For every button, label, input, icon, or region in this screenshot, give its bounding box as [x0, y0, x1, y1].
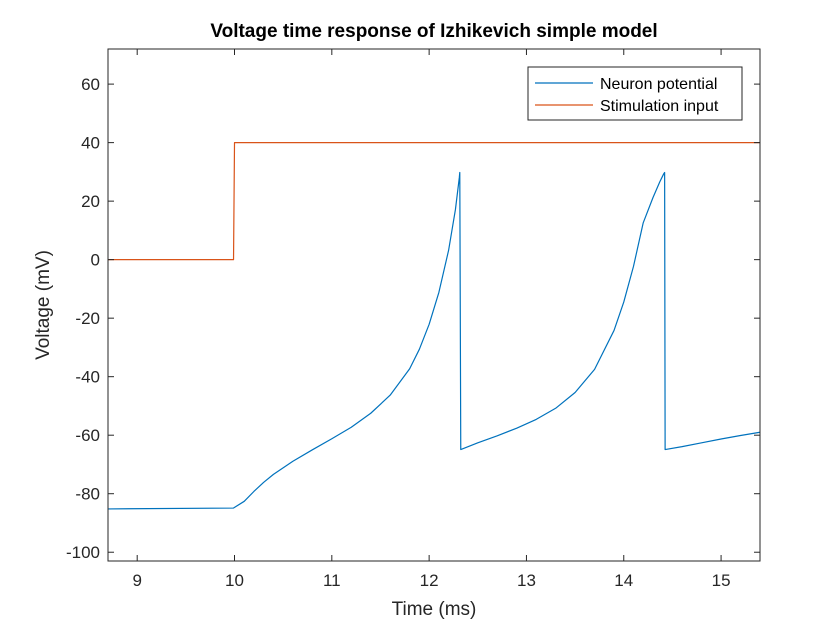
- y-tick-label: 60: [81, 75, 100, 94]
- y-tick-label: -80: [75, 485, 100, 504]
- y-tick-label: 40: [81, 134, 100, 153]
- y-tick-label: -100: [66, 543, 100, 562]
- y-tick-label: -40: [75, 368, 100, 387]
- x-tick-label: 10: [225, 571, 244, 590]
- legend-box: [527, 66, 743, 121]
- y-tick-label: 0: [91, 251, 100, 270]
- legend-label-neuron-potential: Neuron potential: [600, 76, 717, 93]
- series-line-stimulation-input: [108, 142, 760, 261]
- y-axis-label: Voltage (mV): [33, 250, 54, 360]
- plot-frame: [107, 48, 761, 562]
- y-ticks: -100 -80 -60 -40 -20 0 20 40 60: [66, 75, 760, 562]
- x-tick-label: 13: [517, 571, 536, 590]
- plot-area: [108, 49, 760, 561]
- x-tick-label: 15: [712, 571, 731, 590]
- y-tick-label: -60: [75, 426, 100, 445]
- chart-title: Voltage time response of Izhikevich simp…: [210, 21, 657, 42]
- x-tick-label: 9: [132, 571, 141, 590]
- x-tick-label: 11: [323, 571, 341, 590]
- legend-label-stimulation-input: Stimulation input: [600, 98, 719, 115]
- x-axis-label: Time (ms): [392, 599, 477, 620]
- y-tick-label: -20: [75, 309, 100, 328]
- series-layer: [107, 142, 761, 510]
- series-line-neuron-potential: [107, 171, 761, 510]
- x-ticks: 9 10 11 12 13 14 15: [132, 49, 731, 590]
- axes-layer: [107, 48, 761, 562]
- y-tick-label: 20: [81, 192, 100, 211]
- x-tick-label: 14: [614, 571, 633, 590]
- x-tick-label: 12: [420, 571, 439, 590]
- legend: Neuron potential Stimulation input: [527, 66, 743, 121]
